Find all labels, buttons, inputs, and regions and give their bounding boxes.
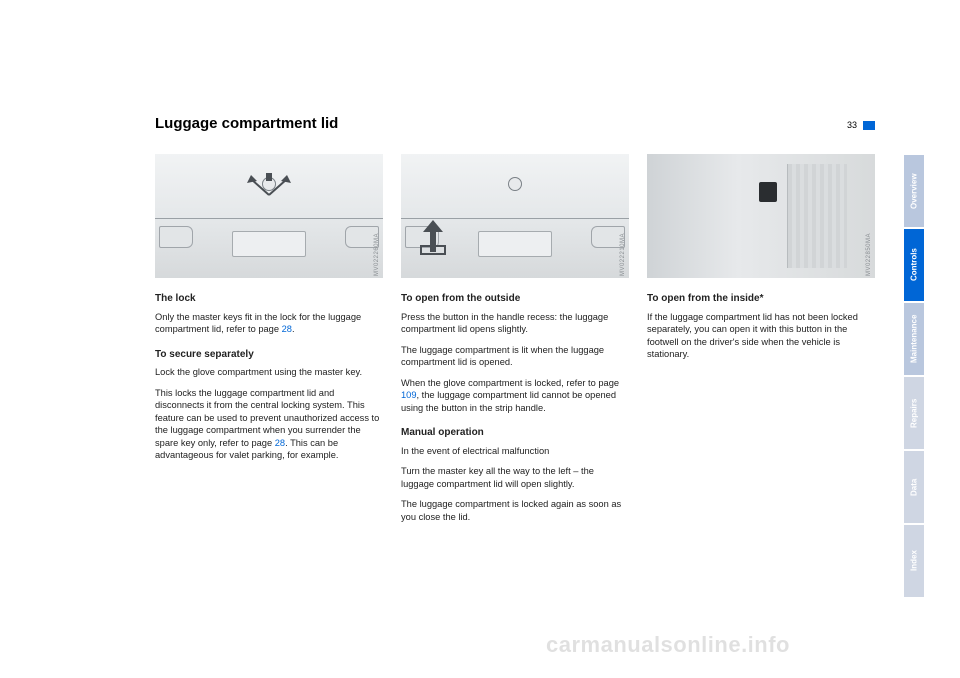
page-link-28[interactable]: 28 — [282, 324, 292, 334]
tab-repairs[interactable]: Repairs — [904, 377, 924, 449]
heading-secure-separately: To secure separately — [155, 348, 383, 362]
body-text: Only the master keys fit in the lock for… — [155, 311, 383, 336]
column-2: MV022210MA To open from the outside Pres… — [401, 154, 629, 532]
bmw-badge-icon — [508, 177, 522, 191]
column-1: MV022260MA The lock Only the master keys… — [155, 154, 383, 532]
page-link-28[interactable]: 28 — [275, 438, 285, 448]
figure-lock: MV022260MA — [155, 154, 383, 278]
heading-manual-operation: Manual operation — [401, 426, 629, 440]
page-title: Luggage compartment lid — [155, 115, 338, 132]
tab-controls[interactable]: Controls — [904, 229, 924, 301]
tab-overview[interactable]: Overview — [904, 155, 924, 227]
figure-code: MV022210MA — [619, 233, 627, 276]
heading-open-inside: To open from the inside* — [647, 292, 875, 306]
heading-open-outside: To open from the outside — [401, 292, 629, 306]
page-link-109[interactable]: 109 — [401, 390, 417, 400]
page-number-wrap: 33 — [847, 120, 875, 130]
tab-index[interactable]: Index — [904, 525, 924, 597]
body-text: The luggage compartment is lit when the … — [401, 344, 629, 369]
body-text: Turn the master key all the way to the l… — [401, 465, 629, 490]
body-text: In the event of electrical malfunction — [401, 445, 629, 458]
page-content: Luggage compartment lid 33 — [155, 115, 875, 532]
figure-open-outside: MV022210MA — [401, 154, 629, 278]
page-number: 33 — [847, 120, 857, 130]
body-text: This locks the luggage compartment lid a… — [155, 387, 383, 462]
section-tabs: Overview Controls Maintenance Repairs Da… — [904, 155, 924, 597]
tab-data[interactable]: Data — [904, 451, 924, 523]
lift-arrow-icon — [419, 216, 447, 256]
column-3: MV022850MA To open from the inside* If t… — [647, 154, 875, 532]
body-text: The luggage compartment is locked again … — [401, 498, 629, 523]
tab-maintenance[interactable]: Maintenance — [904, 303, 924, 375]
columns: MV022260MA The lock Only the master keys… — [155, 154, 875, 532]
figure-open-inside: MV022850MA — [647, 154, 875, 278]
watermark: carmanualsonline.info — [546, 632, 790, 658]
title-row: Luggage compartment lid 33 — [155, 115, 875, 132]
body-text: Press the button in the handle recess: t… — [401, 311, 629, 336]
body-text: If the luggage compartment lid has not b… — [647, 311, 875, 361]
heading-the-lock: The lock — [155, 292, 383, 306]
footwell-button-icon — [759, 182, 777, 202]
body-text: Lock the glove compartment using the mas… — [155, 366, 383, 379]
figure-code: MV022260MA — [373, 233, 381, 276]
figure-code: MV022850MA — [865, 233, 873, 276]
key-turn-arrows-icon — [239, 171, 299, 197]
accent-chip — [863, 121, 875, 130]
body-text: When the glove compartment is locked, re… — [401, 377, 629, 415]
